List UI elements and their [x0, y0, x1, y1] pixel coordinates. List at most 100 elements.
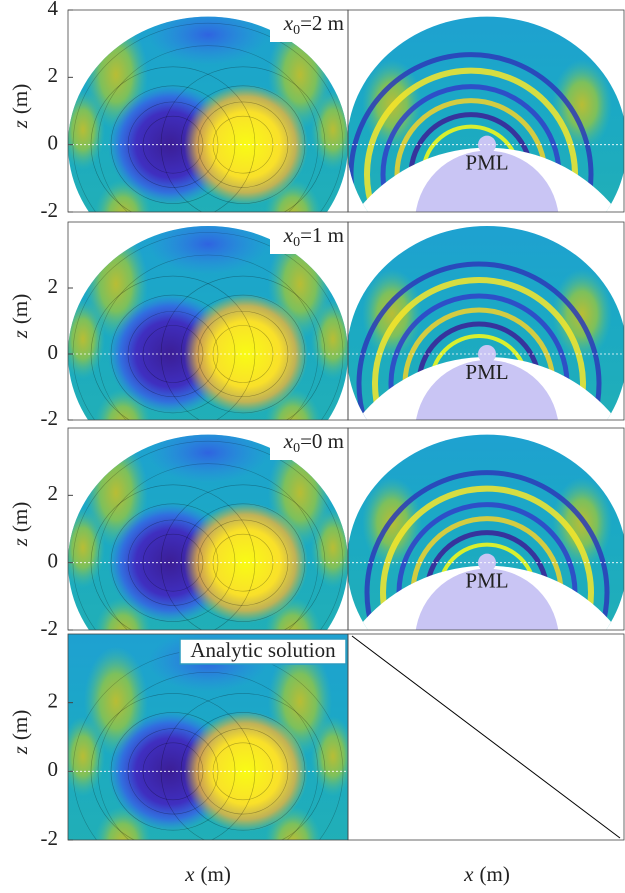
field-lobe [552, 269, 612, 359]
source-subscript: 0 [293, 23, 300, 38]
source-region [478, 553, 496, 572]
field-area [348, 226, 624, 420]
source-region [478, 135, 496, 154]
y-tick-label: 2 [48, 688, 59, 712]
y-tick-label: 0 [48, 340, 59, 364]
field-lobe [265, 389, 321, 420]
x-axis-symbol: x [463, 862, 474, 886]
source-subscript: 0 [293, 235, 300, 250]
y-axis-unit: (m) [8, 294, 32, 324]
y-tick-label: -2 [41, 616, 59, 640]
field-lobe [148, 434, 268, 483]
field-panel: PML [348, 226, 624, 420]
pml-region [415, 568, 559, 630]
source-symbol: x [283, 223, 294, 247]
y-axis-unit: (m) [8, 84, 32, 114]
source-symbol: x [283, 429, 294, 453]
y-axis-unit: (m) [8, 710, 32, 740]
y-axis-label: z (m) [8, 502, 32, 548]
source-text: =2 m [300, 11, 344, 35]
y-axis-label: z (m) [8, 710, 32, 756]
field-lobe [265, 179, 321, 212]
field-area [348, 434, 624, 630]
axes-frame [347, 633, 625, 841]
field-lobe [552, 59, 612, 150]
label-box [270, 224, 347, 254]
axes-frame [347, 427, 625, 631]
y-tick-label: 0 [48, 757, 59, 781]
contour [90, 693, 256, 840]
field-lobe [148, 16, 268, 65]
y-tick-label: 2 [48, 63, 59, 87]
contour [90, 484, 256, 630]
source-text: =0 m [300, 429, 344, 453]
y-axis-unit: (m) [8, 502, 32, 532]
diagonal [351, 635, 621, 839]
source-symbol: x [283, 11, 294, 35]
label-box [179, 638, 347, 665]
panel-title: Analytic solution [190, 638, 336, 662]
source-label: x0=2 m [283, 11, 344, 38]
field-lobe [68, 716, 105, 797]
source-label: x0=1 m [283, 223, 344, 250]
axes-frame [347, 9, 625, 213]
y-tick-label: 2 [48, 274, 59, 298]
field-panel: PML [348, 434, 624, 630]
contour [142, 742, 204, 801]
y-axis-symbol: z [8, 746, 32, 755]
field-area [348, 16, 624, 212]
source-label: x0=0 m [283, 429, 344, 456]
field-lobe [311, 716, 348, 797]
source-region [478, 345, 496, 363]
y-tick-label: 4 [48, 0, 59, 20]
field-lobe [95, 389, 151, 420]
x-axis-symbol: x [184, 862, 195, 886]
field-lobe [265, 597, 321, 630]
contour [110, 294, 236, 414]
wave-front [380, 485, 594, 630]
y-axis-label: z (m) [8, 294, 32, 340]
y-tick-label: 0 [48, 548, 59, 572]
axes-frame [347, 221, 625, 421]
y-axis-symbol: z [8, 120, 32, 129]
pml-region [415, 150, 559, 212]
wave-front [372, 277, 586, 420]
contour [110, 85, 236, 204]
contour [142, 325, 204, 383]
y-axis-symbol: z [8, 538, 32, 547]
field-lobe [95, 179, 151, 212]
field-area [68, 634, 348, 840]
label-box [270, 12, 347, 42]
x-axis-unit: (m) [201, 862, 231, 886]
y-axis-symbol: z [8, 330, 32, 339]
y-tick-label: -2 [41, 826, 59, 850]
source-subscript: 0 [293, 441, 300, 456]
pml-label: PML [465, 150, 508, 174]
contour [110, 503, 236, 622]
x-axis-unit: (m) [480, 862, 510, 886]
field-lobe [148, 226, 268, 274]
wave-front [356, 261, 602, 420]
y-tick-label: 2 [48, 481, 59, 505]
pml-label: PML [465, 360, 508, 384]
y-axis-label: z (m) [8, 84, 32, 130]
wave-front [364, 470, 610, 630]
contour [90, 275, 256, 420]
contour [142, 115, 204, 174]
field-panel [351, 635, 621, 839]
y-tick-label: -2 [41, 406, 59, 430]
field-panel [68, 634, 348, 840]
x-axis-label: x (m) [463, 862, 510, 886]
y-tick-label: 0 [48, 130, 59, 154]
wave-front [348, 52, 594, 212]
x-axis-label: x (m) [184, 862, 231, 886]
field-panel: PML [348, 16, 624, 212]
field-lobe [95, 597, 151, 630]
y-tick-label: -2 [41, 198, 59, 222]
label-box [270, 430, 347, 460]
pml-region [415, 360, 559, 420]
contour [142, 533, 204, 592]
